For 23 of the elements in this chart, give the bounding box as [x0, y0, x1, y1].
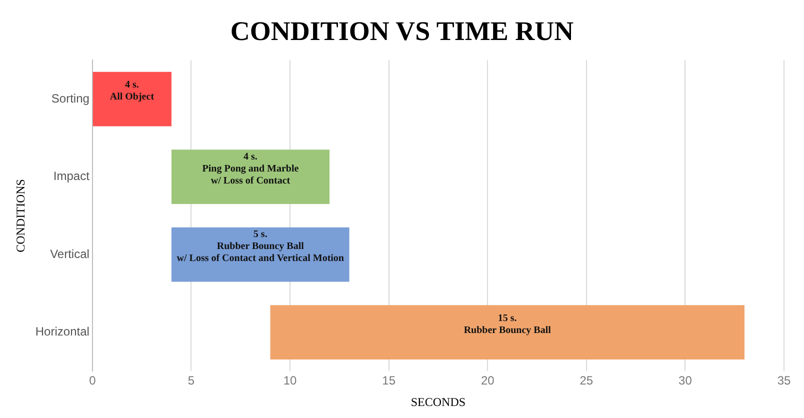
bar: [171, 150, 330, 204]
y-axis-title: CONDITIONS: [13, 179, 28, 252]
bar: [92, 72, 172, 126]
x-tick-label: 25: [580, 374, 594, 388]
x-tick-label: 20: [480, 374, 495, 388]
bar: [171, 227, 350, 282]
y-tick-label: Sorting: [51, 91, 90, 106]
chart-title: CONDITION VS TIME RUN: [229, 15, 575, 48]
x-tick-label: 30: [678, 374, 692, 388]
x-tick-label: 15: [382, 374, 396, 388]
annotation: 15 s. Rubber Bouncy Ball: [464, 312, 552, 336]
bar: [270, 305, 744, 360]
x-axis-title: SECONDS: [410, 394, 466, 409]
y-tick-label: Impact: [53, 169, 90, 184]
annotation: 5 s. Rubber Bouncy Ball w/ Loss of Contact and Vertical Motion: [176, 229, 344, 264]
x-tick-label: 35: [777, 374, 791, 388]
x-tick-label: 0: [89, 374, 96, 388]
x-tick-label: 5: [188, 374, 195, 388]
annotation: 4 s. Ping Pong and Marble w/ Loss of Contact: [202, 151, 300, 186]
y-tick-label: Vertical: [50, 246, 90, 261]
annotation: 4 s. All Object: [110, 80, 155, 103]
x-tick-label: 10: [283, 374, 298, 388]
y-tick-label: Horizontal: [35, 324, 90, 339]
